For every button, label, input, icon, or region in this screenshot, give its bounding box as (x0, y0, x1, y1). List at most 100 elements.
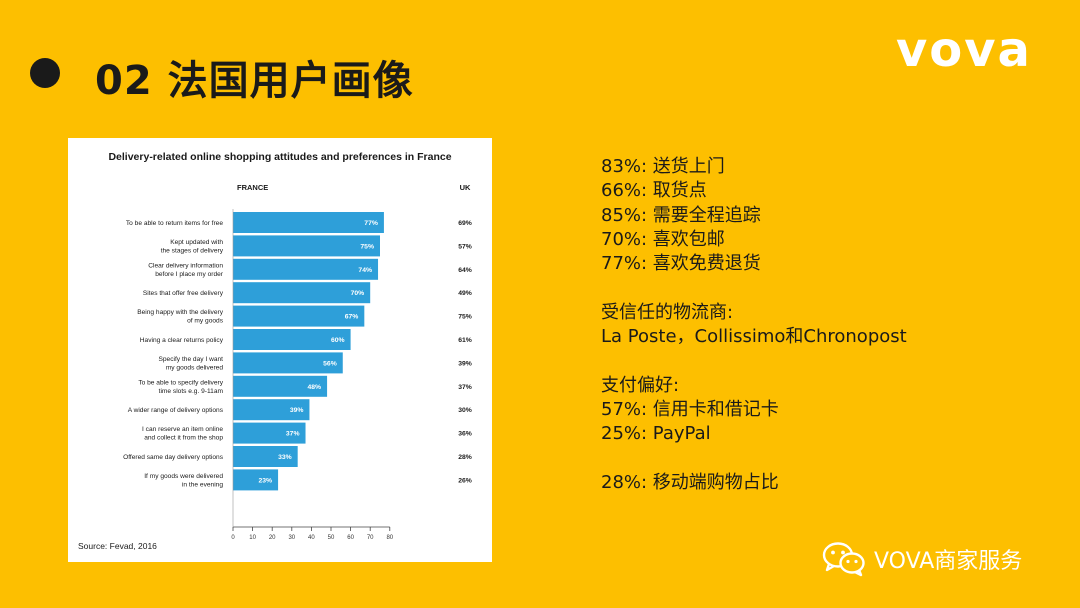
chart-source: Source: Fevad, 2016 (78, 541, 157, 551)
footer-brand: VOVA商家服务 (822, 541, 1022, 577)
stats-item: 85%: 需要全程追踪 (601, 204, 761, 226)
stats-item: 70%: 喜欢包邮 (601, 228, 725, 250)
category-label-line: in the evening (182, 481, 223, 488)
category-label-line: To be able to return items for free (126, 220, 223, 227)
category-label-line: before I place my order (155, 271, 224, 278)
category-label-line: of my goods (187, 318, 224, 325)
stats-item: La Poste，Collissimo和Chronopost (601, 326, 907, 348)
category-label-line: time slots e.g. 9-11am (159, 388, 224, 395)
category-label: Kept updated with the stages of delivery (161, 239, 224, 255)
x-tick-label: 20 (269, 535, 276, 541)
category-label: Offered same day delivery options (123, 454, 224, 461)
x-tick-label: 30 (288, 535, 295, 541)
bar-value-label: 67% (345, 314, 359, 321)
x-tick-label: 50 (328, 535, 335, 541)
category-label-line: Kept updated with (170, 239, 223, 246)
category-label: Sites that offer free delivery (143, 290, 224, 297)
bar-france (233, 469, 279, 491)
bar-value-label: 33% (278, 454, 292, 461)
bar-value-label: 60% (331, 337, 345, 344)
stats-item: 支付偏好: (601, 374, 680, 396)
bar-value-label: 48% (307, 384, 321, 391)
delivery-preferences-chart: Delivery-related online shopping attitud… (78, 151, 472, 551)
uk-value-label: 36% (458, 431, 472, 438)
bar-value-label: 56% (323, 360, 337, 367)
bar-value-label: 39% (290, 407, 304, 414)
bar-france (233, 375, 328, 397)
vova-logo: vova (896, 22, 1032, 78)
category-label-line: Specify the day I want (158, 356, 223, 363)
wechat-icon (822, 542, 865, 577)
uk-value-label: 57% (458, 243, 472, 250)
bar-france (233, 329, 351, 350)
category-label: A wider range of delivery options (128, 407, 224, 414)
uk-value-label: 39% (458, 360, 472, 367)
stats-item: 83%: 送货上门 (601, 156, 725, 177)
stats-item: 77%: 喜欢免费退货 (601, 253, 761, 275)
bar-france (233, 399, 310, 421)
bar-france (233, 235, 380, 257)
chart-title: Delivery-related online shopping attitud… (108, 151, 451, 163)
stats-item: 66%: 取货点 (601, 180, 707, 202)
stats-item: 25%: PayPal (601, 423, 711, 445)
category-label-line: Sites that offer free delivery (143, 290, 224, 297)
bar-value-label: 37% (286, 431, 300, 438)
uk-value-label: 30% (458, 407, 472, 414)
x-tick-label: 80 (386, 535, 393, 541)
x-tick-label: 0 (231, 535, 235, 541)
category-label: To be able to specify delivery time slots… (138, 379, 223, 395)
category-label: Being happy with the delivery of my goods (137, 309, 223, 325)
stats-item: 57%: 信用卡和借记卡 (601, 398, 779, 420)
x-tick-label: 60 (347, 535, 354, 541)
category-label-line: A wider range of delivery options (128, 407, 224, 414)
category-label: Clear delivery information before I place… (148, 262, 224, 278)
category-label: I can reserve an item online and collect … (142, 426, 223, 442)
category-label-line: If my goods were delivered (144, 473, 223, 480)
uk-value-label: 28% (458, 454, 472, 461)
bar-france (233, 282, 371, 304)
category-label: Specify the day I want my goods delivered (158, 356, 223, 372)
column-header-uk: UK (460, 183, 471, 192)
uk-value-label: 75% (458, 314, 472, 321)
bar-value-label: 75% (360, 243, 374, 250)
category-label-line: the stages of delivery (161, 247, 224, 254)
chart-panel: Delivery-related online shopping attitud… (68, 138, 492, 562)
category-label-line: and collect it from the shop (144, 435, 223, 442)
bar-value-label: 23% (258, 477, 272, 484)
uk-value-label: 37% (458, 384, 472, 391)
title-bullet (30, 58, 60, 88)
category-label-line: my goods delivered (166, 364, 224, 371)
stats-spacer (601, 447, 1031, 471)
column-header-france: FRANCE (237, 183, 268, 192)
page-title: 02 法国用户画像 (95, 58, 414, 104)
uk-value-label: 61% (458, 337, 472, 344)
bar-value-label: 74% (358, 267, 372, 274)
uk-value-label: 26% (458, 477, 472, 484)
x-tick-label: 70 (367, 535, 374, 541)
footer-brand-label: VOVA商家服务 (874, 549, 1023, 574)
category-label: To be able to return items for free (126, 220, 223, 227)
bar-france (233, 305, 365, 327)
category-label-line: Being happy with the delivery (137, 309, 223, 316)
stats-spacer (601, 276, 1031, 300)
stats-list: 83%: 送货上门 66%: 取货点 85%: 需要全程追踪 70%: 喜欢包邮 77%… (601, 155, 1031, 495)
category-label-line: Offered same day delivery options (123, 454, 224, 461)
bar-value-label: 77% (364, 220, 378, 227)
category-label-line: I can reserve an item online (142, 426, 223, 433)
bar-france (233, 258, 379, 280)
stats-item: 28%: 移动端购物占比 (601, 471, 779, 493)
stats-spacer (601, 349, 1031, 373)
category-label: If my goods were delivered in the evening (144, 473, 223, 489)
uk-value-label: 69% (458, 220, 472, 227)
bar-france (233, 446, 298, 467)
bar-france (233, 422, 306, 444)
x-tick-label: 40 (308, 535, 315, 541)
uk-value-label: 49% (458, 290, 472, 297)
bar-value-label: 70% (351, 290, 365, 297)
uk-value-label: 64% (458, 267, 472, 274)
x-tick-label: 10 (249, 535, 256, 541)
category-label-line: To be able to specify delivery (138, 379, 223, 386)
category-label-line: Clear delivery information (148, 262, 223, 269)
stats-item: 受信任的物流商: (601, 301, 734, 323)
